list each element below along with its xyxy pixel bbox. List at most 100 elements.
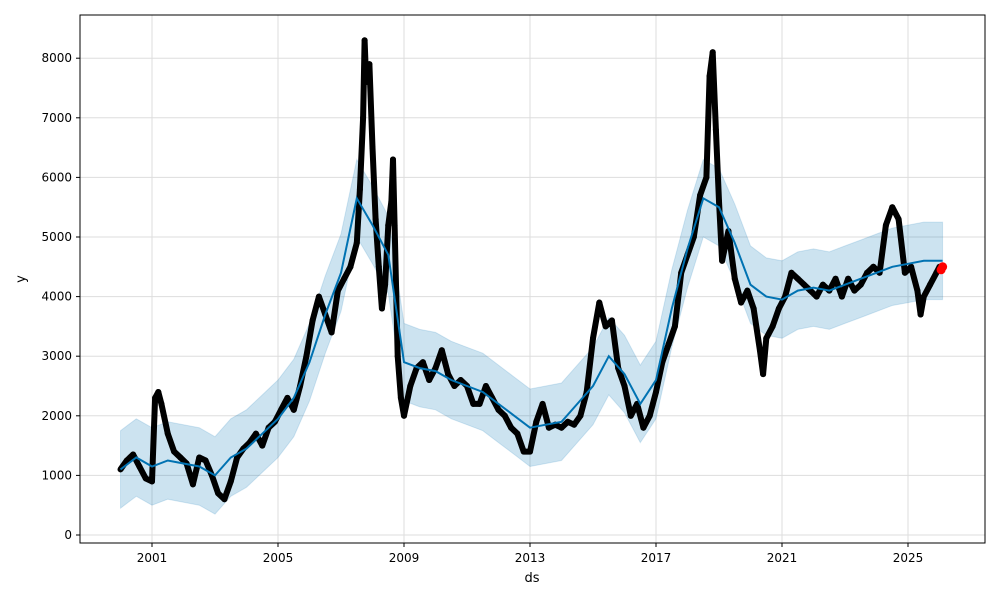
new-point — [938, 262, 948, 272]
observed-point — [366, 61, 373, 68]
observed-point — [788, 269, 795, 276]
y-tick-label: 8000 — [41, 51, 72, 65]
y-tick-label: 3000 — [41, 349, 72, 363]
observed-point — [155, 388, 162, 395]
y-tick-label: 0 — [64, 528, 72, 542]
observed-point — [451, 383, 458, 389]
x-tick-label: 2005 — [263, 551, 294, 565]
observed-point — [627, 412, 634, 419]
observed-point — [508, 424, 515, 431]
observed-point — [375, 263, 382, 270]
observed-point — [457, 377, 464, 384]
observed-point — [703, 174, 710, 181]
observed-point — [590, 335, 596, 342]
observed-point — [501, 412, 508, 419]
observed-point — [763, 335, 770, 342]
observed-point — [857, 281, 864, 288]
observed-point — [738, 299, 745, 306]
observed-point — [813, 293, 820, 300]
observed-point — [476, 400, 483, 407]
observed-point — [665, 341, 672, 348]
observed-point — [577, 412, 584, 419]
observed-point — [744, 287, 751, 294]
observed-point — [558, 424, 565, 431]
observed-point — [389, 156, 396, 163]
observed-point — [653, 388, 659, 395]
observed-point — [215, 490, 222, 497]
y-tick-label: 7000 — [41, 111, 72, 125]
observed-point — [801, 281, 808, 288]
observed-point — [401, 412, 407, 419]
observed-point — [621, 383, 628, 389]
observed-point — [328, 329, 335, 336]
observed-point — [520, 448, 527, 455]
observed-point — [832, 275, 839, 282]
observed-point — [864, 269, 871, 276]
observed-point — [709, 49, 716, 56]
y-tick-label: 4000 — [41, 290, 72, 304]
observed-point — [545, 424, 552, 431]
observed-point — [341, 275, 348, 282]
axis-ticks: 2001 2005 2009 2013 2017 2021 2025 0 1000 2000 300… — [41, 51, 923, 565]
observed-point — [445, 371, 452, 378]
observed-point — [353, 239, 360, 246]
observed-point — [845, 275, 852, 282]
observed-point — [908, 263, 915, 270]
x-tick-label: 2013 — [515, 551, 546, 565]
observed-point — [372, 216, 379, 223]
observed-point — [221, 496, 228, 503]
observed-point — [901, 269, 908, 276]
observed-point — [920, 293, 927, 300]
observed-point — [697, 192, 704, 199]
plot-frame — [79, 14, 986, 544]
observed-point — [731, 275, 738, 282]
observed-point — [315, 293, 322, 300]
observed-point — [309, 317, 316, 324]
observed-point — [750, 305, 757, 312]
observed-point — [514, 430, 521, 437]
observed-point — [438, 347, 445, 354]
observed-point — [347, 263, 354, 270]
observed-point — [719, 257, 726, 264]
observed-point — [171, 448, 178, 455]
observed-point — [760, 371, 767, 378]
observed-point — [927, 281, 934, 288]
observed-point — [533, 418, 540, 425]
observed-point — [870, 263, 877, 270]
observed-point — [470, 400, 477, 407]
observed-point — [882, 222, 889, 229]
observed-point — [152, 394, 159, 401]
observed-point — [432, 365, 439, 372]
observed-point — [391, 222, 398, 229]
new-points — [936, 262, 948, 275]
observed-point — [158, 400, 165, 407]
observed-point — [130, 451, 137, 458]
observed-point — [177, 454, 184, 461]
observed-point — [914, 287, 921, 294]
x-tick-label: 2025 — [893, 551, 924, 565]
observed-point — [419, 359, 426, 366]
observed-point — [482, 383, 489, 389]
observed-point — [303, 353, 310, 360]
observed-point — [716, 198, 722, 205]
observed-point — [756, 347, 763, 354]
observed-point — [564, 418, 571, 425]
grid — [80, 15, 985, 543]
y-tick-label: 2000 — [41, 409, 72, 423]
observed-point — [539, 400, 546, 407]
observed-point — [397, 394, 404, 401]
observed-point — [889, 204, 896, 211]
observed-point — [394, 353, 401, 360]
observed-point — [608, 317, 615, 324]
observed-point — [259, 442, 266, 449]
observed-point — [290, 406, 297, 413]
observed-point — [334, 287, 341, 294]
observed-point — [378, 305, 385, 312]
forecast-line — [119, 195, 943, 477]
observed-point — [426, 377, 433, 384]
observed-point — [388, 198, 395, 205]
observed-point — [164, 430, 171, 437]
observed-point — [851, 287, 858, 294]
observed-points — [117, 37, 943, 503]
